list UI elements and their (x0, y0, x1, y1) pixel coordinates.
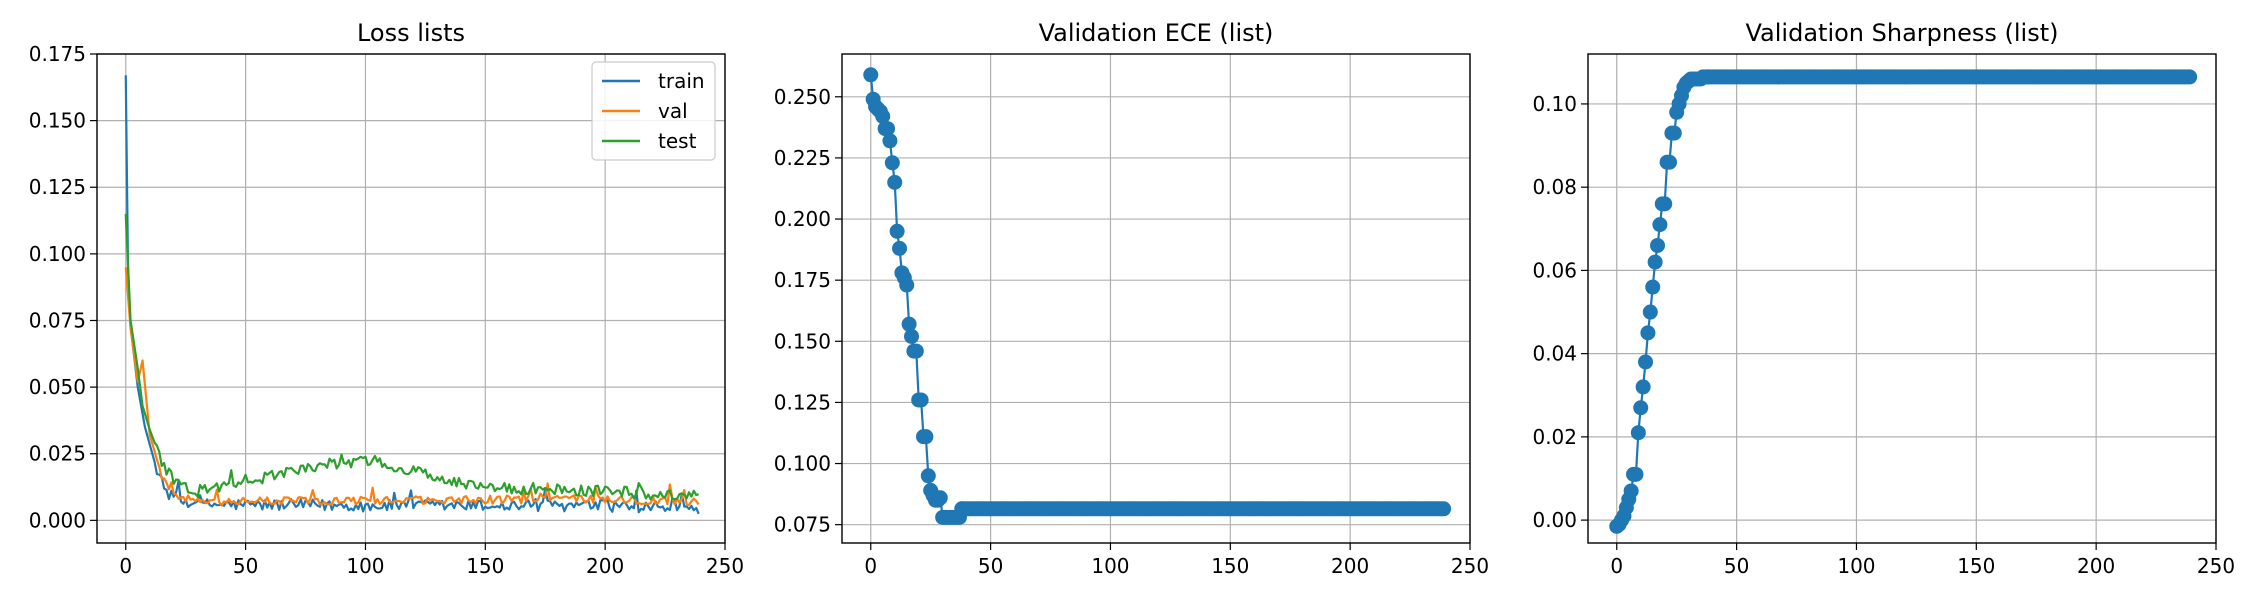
data-point (901, 316, 917, 332)
data-point (882, 133, 898, 149)
legend: train val test (591, 61, 716, 161)
y-tick-label: 0.025 (29, 442, 86, 466)
legend-label-test: test (658, 129, 697, 153)
x-tick-label: 0 (1610, 554, 1623, 578)
y-tick-label: 0.075 (774, 513, 831, 537)
x-tick-label: 200 (2077, 554, 2115, 578)
x-tick-label: 200 (586, 554, 624, 578)
y-tick-label: 0.00 (1532, 508, 1577, 532)
y-tick-label: 0.100 (29, 242, 86, 266)
data-point (904, 328, 920, 344)
data-point (918, 429, 934, 445)
x-tick-label: 100 (1091, 554, 1129, 578)
y-tick-label: 0.225 (774, 146, 831, 170)
y-tick-label: 0.200 (774, 207, 831, 231)
data-point (1640, 325, 1656, 341)
data-point (920, 468, 936, 484)
y-tick-label: 0.175 (29, 42, 86, 66)
series-line (1616, 75, 2190, 528)
x-tick-label: 200 (1331, 554, 1369, 578)
x-tick-label: 250 (2197, 554, 2235, 578)
y-tick-label: 0.02 (1532, 425, 1577, 449)
data-point (889, 223, 905, 239)
data-point (1657, 196, 1673, 212)
x-tick-label: 250 (1451, 554, 1489, 578)
series-line (869, 74, 1444, 519)
y-tick-label: 0.10 (1532, 92, 1577, 116)
chart-panel-2: 0 50 100 150 200 250 0.075 0.100 0.125 0.150 0.175… (774, 19, 1489, 578)
x-tick-label: 150 (1211, 554, 1249, 578)
data-point (884, 155, 900, 171)
data-point (863, 67, 879, 83)
y-tick-label: 0.125 (29, 175, 86, 199)
data-point (1436, 501, 1452, 517)
y-tick-label: 0.150 (29, 109, 86, 133)
data-point (899, 277, 915, 293)
data-point (1635, 379, 1651, 395)
y-tick-label: 0.04 (1532, 342, 1577, 366)
y-tick-label: 0.075 (29, 308, 86, 332)
data-point (2182, 69, 2198, 85)
chart-title: Loss lists (357, 19, 465, 47)
data-point (1650, 237, 1666, 253)
data-point (1647, 254, 1663, 270)
data-point (908, 343, 924, 359)
x-tick-label: 50 (1724, 554, 1749, 578)
data-point (1628, 466, 1644, 482)
plot-area (863, 67, 1452, 525)
chart-title: Validation Sharpness (list) (1746, 19, 2059, 47)
data-point (887, 174, 903, 190)
x-tick-label: 250 (706, 554, 744, 578)
data-point (1630, 425, 1646, 441)
data-point (880, 121, 896, 137)
data-point (1661, 154, 1677, 170)
y-tick-label: 0.100 (774, 452, 831, 476)
x-tick-label: 50 (978, 554, 1003, 578)
y-tick-label: 0.175 (774, 268, 831, 292)
y-tick-label: 0.000 (29, 508, 86, 532)
data-point (1638, 354, 1654, 370)
data-point (1645, 279, 1661, 295)
y-tick-label: 0.08 (1532, 175, 1577, 199)
x-tick-label: 100 (1837, 554, 1875, 578)
data-point (932, 490, 948, 506)
legend-label-train: train (658, 69, 705, 93)
x-tick-label: 150 (466, 554, 504, 578)
chart-panel-3: 0 50 100 150 200 250 0.00 0.02 0.04 0.06 0.08 0.10 V… (1532, 19, 2235, 578)
data-point (1652, 217, 1668, 233)
series-line-val (124, 267, 700, 507)
series-line-test (124, 213, 700, 501)
data-point (1623, 483, 1639, 499)
y-tick-label: 0.050 (29, 375, 86, 399)
chart-title: Validation ECE (list) (1039, 19, 1274, 47)
data-point (875, 108, 891, 124)
chart-panel-1: 0 50 100 150 200 250 0.000 0.025 0.050 0.075 0.100… (29, 19, 744, 578)
y-tick-label: 0.250 (774, 85, 831, 109)
plot-area (1609, 69, 2198, 534)
y-tick-label: 0.125 (774, 390, 831, 414)
axes-frame (96, 53, 726, 544)
data-point (1633, 400, 1649, 416)
x-tick-label: 50 (233, 554, 258, 578)
legend-label-val: val (658, 99, 688, 123)
legend-box (591, 61, 716, 161)
x-tick-label: 150 (1957, 554, 1995, 578)
data-point (892, 240, 908, 256)
y-tick-label: 0.06 (1532, 258, 1577, 282)
axes-frame (1587, 53, 2217, 544)
x-tick-label: 100 (346, 554, 384, 578)
y-tick-label: 0.150 (774, 329, 831, 353)
data-point (1666, 125, 1682, 141)
data-point (1642, 304, 1658, 320)
x-tick-label: 0 (864, 554, 877, 578)
x-tick-label: 0 (119, 554, 132, 578)
plot-area (124, 75, 700, 515)
axes-frame (841, 53, 1471, 544)
data-point (913, 392, 929, 408)
